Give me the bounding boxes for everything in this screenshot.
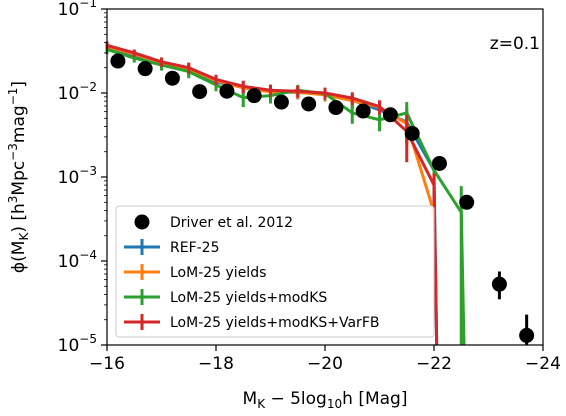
obs-point-2	[164, 70, 180, 86]
legend: Driver et al. 2012 REF-25 LoM-25 yields LoM…	[115, 205, 435, 338]
legend-entry-3: LoM-25 yields+modKS	[124, 289, 327, 306]
series-1	[105, 42, 436, 224]
y-tick-label-2: 10−3	[58, 164, 97, 188]
legend-label-4: LoM-25 yields+modKS+VarFB	[170, 315, 379, 331]
x-axis-label: MK − 5log10h [Mag]	[243, 389, 408, 411]
obs-point-10	[382, 107, 398, 123]
legend-entries: Driver et al. 2012 REF-25 LoM-25 yields LoM…	[124, 214, 379, 331]
series-line-3	[106, 43, 439, 346]
legend-box	[115, 205, 435, 338]
legend-entry-2: LoM-25 yields	[124, 264, 266, 281]
legend-label-0: Driver et al. 2012	[170, 215, 293, 231]
obs-point-3	[192, 84, 208, 100]
legend-label-2: LoM-25 yields	[170, 265, 266, 281]
y-tick-label-1: 10−4	[58, 248, 97, 272]
obs-point-14	[491, 276, 507, 292]
obs-point-9	[355, 103, 371, 119]
annotation-redshift: z=0.1	[490, 34, 540, 54]
legend-entry-1: REF-25	[124, 239, 220, 256]
obs-point-12	[431, 155, 447, 171]
tick-layer: −16 −18 −20 −22 −24 10−5 10−4 10−3 10−2 10−1	[58, 0, 561, 374]
obs-point-7	[301, 96, 317, 112]
y-axis-label: ϕ(MK) [h3Mpc−3mag−1]	[6, 81, 31, 273]
obs-point-13	[459, 194, 475, 210]
x-tick-label-0: −16	[89, 354, 125, 374]
obs-point-8	[328, 100, 344, 116]
obs-point-11	[404, 125, 420, 141]
legend-entry-0: Driver et al. 2012	[134, 214, 293, 231]
observations-layer	[110, 53, 535, 345]
x-tick-label-4: −24	[525, 354, 561, 374]
legend-label-3: LoM-25 yields+modKS	[170, 290, 327, 306]
obs-point-6	[273, 94, 289, 110]
obs-point-0	[110, 53, 126, 69]
legend-entry-4: LoM-25 yields+modKS+VarFB	[124, 314, 379, 331]
series-line-1	[106, 44, 436, 213]
x-tick-label-2: −20	[307, 354, 343, 374]
obs-point-15	[519, 327, 535, 343]
legend-marker-0	[134, 214, 150, 230]
y-tick-label-3: 10−2	[58, 80, 97, 104]
y-tick-label-4: 10−1	[58, 0, 97, 20]
x-tick-label-1: −18	[198, 354, 234, 374]
legend-label-1: REF-25	[170, 240, 220, 256]
y-tick-label-0: 10−5	[58, 332, 97, 356]
obs-point-5	[246, 88, 262, 104]
obs-point-4	[219, 83, 235, 99]
x-tick-label-3: −22	[416, 354, 452, 374]
obs-point-1	[137, 61, 153, 77]
